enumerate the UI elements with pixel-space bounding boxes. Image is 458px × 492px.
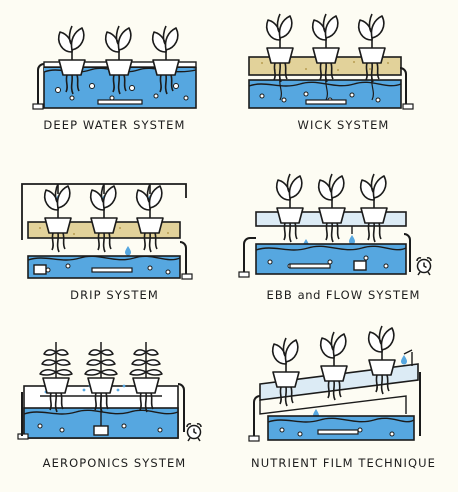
aeroponics-system-illustration (17, 341, 202, 442)
label-aeroponics-system: AEROPONICS SYSTEM (42, 456, 187, 470)
label-nutrient-film-technique: NUTRIENT FILM TECHNIQUE (251, 456, 436, 470)
drip-system-illustration (21, 183, 193, 280)
label-flow-system-words: FLOW SYSTEM (325, 288, 421, 302)
label-drip-system: DRIP SYSTEM (70, 288, 159, 302)
nft-system-illustration (248, 325, 421, 442)
label-ebb-flow-system: EBB and FLOW SYSTEM (229, 288, 458, 302)
label-deep-water-system: DEEP WATER SYSTEM (43, 118, 186, 132)
deep-water-system-illustration (32, 25, 197, 110)
label-ebb-word: EBB (266, 288, 293, 302)
label-wick-system: WICK SYSTEM (297, 118, 390, 132)
ebb-flow-system-illustration (238, 173, 432, 278)
label-and-word: and (297, 288, 322, 302)
wick-system-illustration (248, 13, 414, 110)
